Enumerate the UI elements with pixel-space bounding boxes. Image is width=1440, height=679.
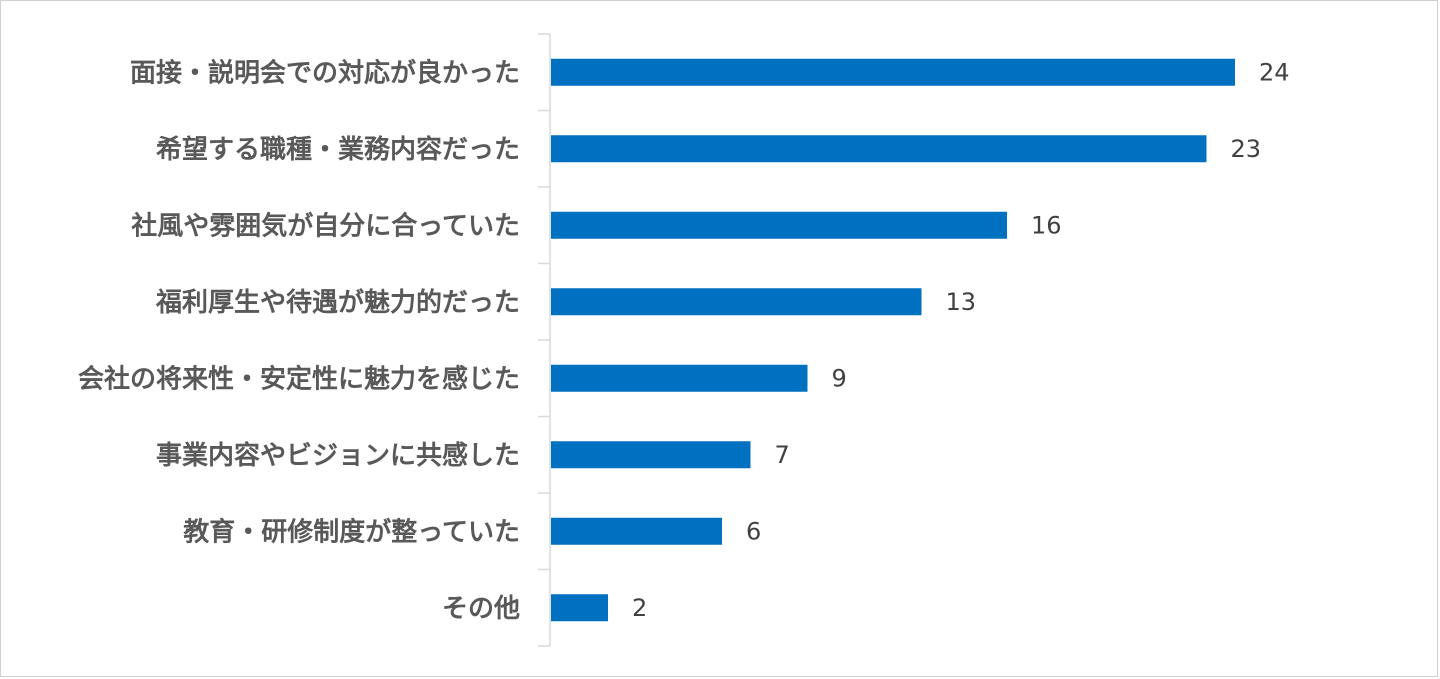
- bar: [551, 58, 1235, 86]
- category-label: 教育・研修制度が整っていた: [183, 516, 520, 547]
- data-label: 24: [1259, 58, 1290, 86]
- data-label: 2: [632, 594, 647, 622]
- data-label: 9: [832, 364, 847, 392]
- category-label: 会社の将来性・安定性に魅力を感じた: [78, 363, 520, 394]
- data-label: 7: [775, 441, 790, 469]
- bar-layer: [551, 58, 1235, 622]
- bar: [551, 517, 722, 545]
- data-label: 6: [746, 517, 761, 545]
- category-label: 面接・説明会での対応が良かった: [130, 57, 520, 88]
- data-label: 16: [1031, 211, 1062, 239]
- bar: [551, 364, 808, 392]
- label-layer: 面接・説明会での対応が良かった 24 希望する職種・業務内容だった 23 社風や雰囲気が…: [78, 57, 1290, 624]
- bar: [551, 594, 608, 622]
- category-label: 事業内容やビジョンに共感した: [156, 440, 520, 471]
- category-label: 福利厚生や待遇が魅力的だった: [155, 287, 520, 318]
- bar: [551, 211, 1007, 239]
- category-label: その他: [442, 594, 520, 624]
- axis-layer: [538, 33, 551, 647]
- data-label: 13: [946, 288, 977, 316]
- category-label: 社風や雰囲気が自分に合っていた: [131, 210, 520, 241]
- category-label: 希望する職種・業務内容だった: [156, 134, 520, 165]
- bar: [551, 288, 922, 316]
- bar: [551, 441, 751, 469]
- bar: [551, 135, 1207, 163]
- data-label: 23: [1231, 135, 1262, 163]
